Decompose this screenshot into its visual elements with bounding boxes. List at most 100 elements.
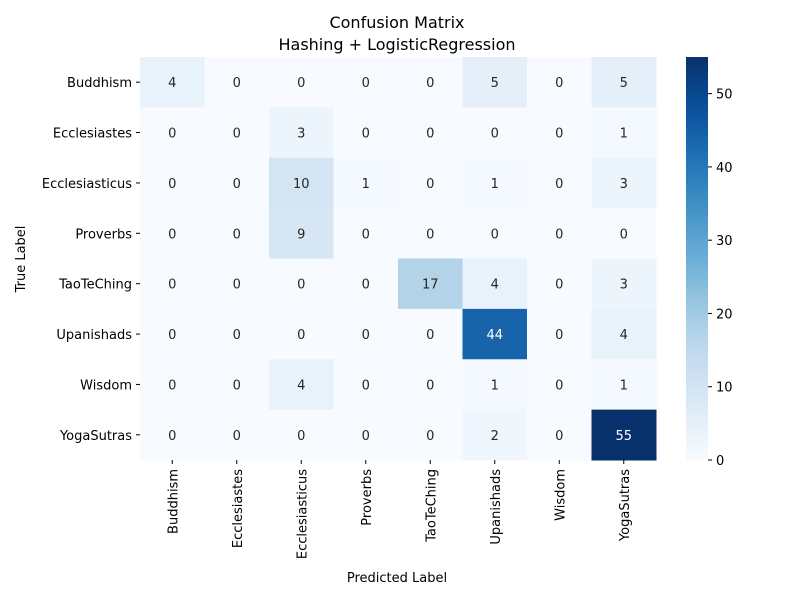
cell-value-label: 1: [491, 378, 499, 393]
heatmap-cell: [398, 107, 463, 159]
heatmap-cell: [204, 57, 270, 108]
heatmap-cell: [527, 57, 592, 108]
heatmap-cell: [591, 258, 657, 310]
heatmap-cell: [269, 157, 334, 209]
colorbar-tick-label: 20: [716, 307, 733, 322]
cell-value-label: 44: [486, 328, 503, 343]
cell-value-label: 0: [297, 76, 305, 91]
cell-value-label: 0: [233, 278, 241, 293]
y-axis-label: True Label: [14, 226, 29, 294]
heatmap-cell: [140, 308, 205, 360]
heatmap-cell: [204, 258, 270, 310]
cell-value-label: 0: [233, 328, 241, 343]
x-tick-label: Proverbs: [360, 469, 375, 526]
cell-value-label: 0: [555, 76, 563, 91]
colorbar-tick-label: 30: [716, 234, 733, 249]
cell-value-label: 0: [297, 278, 305, 293]
cell-value-label: 0: [620, 227, 628, 242]
cell-value-label: 0: [233, 177, 241, 192]
cell-value-label: 55: [615, 429, 632, 444]
x-tick-label: Wisdom: [553, 469, 568, 521]
heatmap-cell: [140, 208, 205, 259]
cell-value-label: 0: [426, 429, 434, 444]
cell-value-label: 0: [168, 378, 176, 393]
heatmap-cell: [333, 157, 399, 209]
heatmap-cell: [140, 258, 205, 310]
chart-title: Confusion Matrix: [329, 13, 464, 32]
cell-value-label: 0: [426, 177, 434, 192]
cell-value-label: 4: [620, 328, 628, 343]
cell-value-label: 9: [297, 227, 305, 242]
cell-value-label: 2: [491, 429, 499, 444]
x-tick-label: Buddhism: [166, 469, 181, 534]
colorbar-tick-label: 0: [716, 454, 724, 469]
heatmap-cell: [140, 107, 205, 159]
cell-value-label: 0: [233, 429, 241, 444]
heatmap-cell: [462, 308, 528, 360]
cell-value-label: 0: [491, 127, 499, 142]
x-tick-label: YogaSutras: [618, 469, 633, 542]
cell-value-label: 0: [555, 177, 563, 192]
y-tick-label: Proverbs: [75, 227, 132, 242]
heatmap-cell: [333, 57, 399, 108]
cell-value-label: 0: [426, 378, 434, 393]
heatmap-cell: [398, 208, 463, 259]
cell-value-label: 0: [362, 429, 370, 444]
heatmap-cell: [462, 57, 528, 108]
heatmap-cell: [527, 157, 592, 209]
cell-value-label: 1: [491, 177, 499, 192]
heatmap-cell: [591, 409, 657, 461]
y-tick-label: Ecclesiastes: [53, 127, 132, 142]
cell-value-label: 0: [297, 429, 305, 444]
x-axis-label: Predicted Label: [347, 571, 447, 586]
heatmap-cell: [140, 157, 205, 209]
cell-value-label: 0: [168, 227, 176, 242]
x-tick-label: Ecclesiasticus: [295, 469, 310, 559]
heatmap-cell: [333, 258, 399, 310]
heatmap-cell: [527, 258, 592, 310]
heatmap-cell: [462, 208, 528, 259]
heatmap-cell: [398, 359, 463, 411]
cell-value-label: 0: [168, 328, 176, 343]
cell-value-label: 4: [297, 378, 305, 393]
y-tick-label: Wisdom: [80, 378, 132, 393]
heatmap-cell: [591, 57, 657, 108]
heatmap-cell: [269, 107, 334, 159]
heatmap-cell: [269, 258, 334, 310]
chart-subtitle: Hashing + LogisticRegression: [278, 35, 515, 54]
y-tick-label: YogaSutras: [59, 429, 132, 444]
cell-value-label: 0: [233, 76, 241, 91]
cell-value-label: 17: [422, 278, 439, 293]
colorbar-tick-label: 50: [716, 88, 733, 103]
heatmap-cell: [269, 409, 334, 461]
heatmap-cell: [527, 107, 592, 159]
cell-value-label: 0: [233, 378, 241, 393]
heatmap-cell: [398, 57, 463, 108]
cell-value-label: 0: [168, 177, 176, 192]
cell-value-label: 3: [297, 127, 305, 142]
cell-value-label: 0: [168, 127, 176, 142]
y-tick-label: Ecclesiasticus: [42, 177, 132, 192]
cell-value-label: 0: [491, 227, 499, 242]
cell-value-label: 0: [362, 127, 370, 142]
cell-value-label: 1: [620, 378, 628, 393]
heatmap-cell: [333, 359, 399, 411]
colorbar-ticks: 0 10 20 30 40 50: [708, 88, 733, 469]
cell-value-label: 5: [620, 76, 628, 91]
cell-value-label: 0: [168, 429, 176, 444]
cell-value-label: 0: [168, 278, 176, 293]
colorbar-tick-label: 40: [716, 161, 733, 176]
cell-value-label: 4: [168, 76, 176, 91]
heatmap-cell: [398, 409, 463, 461]
cell-value-label: 0: [555, 127, 563, 142]
heatmap-cell: [333, 409, 399, 461]
cell-value-label: 4: [491, 278, 499, 293]
heatmap-cell: [333, 107, 399, 159]
heatmap-cell: [204, 107, 270, 159]
heatmap-cell: [462, 409, 528, 461]
cell-value-label: 0: [362, 227, 370, 242]
heatmap-cells: 4 0 0 0 0 5 0 50 0 3 0 0 0 0 10 0 10 1 0 1 0 30 0 9 0 0 0 0 00 0 0 0 17 4…: [140, 57, 657, 461]
colorbar: [686, 57, 708, 460]
